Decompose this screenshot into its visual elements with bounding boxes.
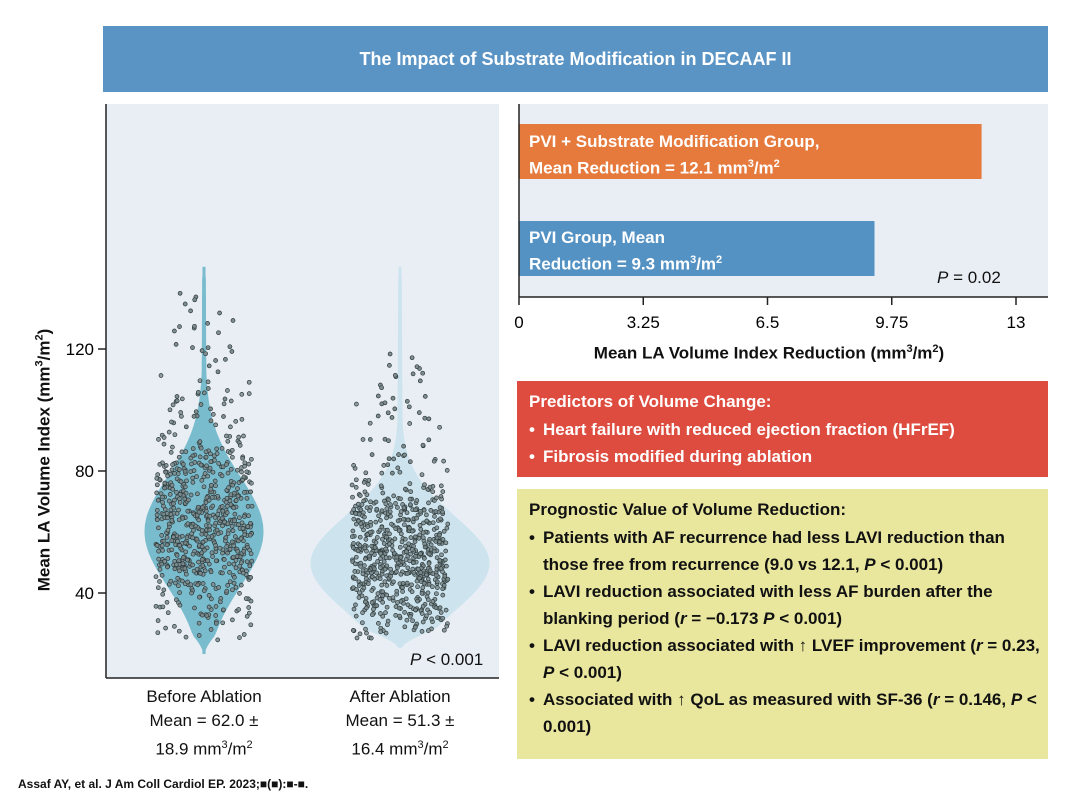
bar-label-substrate: PVI + Substrate Modification Group, Mean…: [529, 132, 820, 178]
bar-pvalue: P = 0.02: [937, 268, 1001, 287]
bar-x-tick-label: 3.25: [627, 313, 660, 332]
violin-plot-panel: [106, 104, 499, 678]
violin-pvalue: P < 0.001: [410, 650, 484, 669]
violin-y-tick-label: 80: [75, 462, 94, 481]
prognostic-item: LAVI reduction associated with ↑ LVEF im…: [529, 632, 1040, 686]
violin-y-tick-label: 40: [75, 584, 94, 603]
bar-x-tick-label: 13: [1007, 313, 1026, 332]
prognostic-title: Prognostic Value of Volume Reduction:: [529, 500, 847, 519]
bar-x-axis-label: Mean LA Volume Index Reduction (mm3/m2): [593, 343, 945, 363]
figure-title: The Impact of Substrate Modification in …: [359, 48, 792, 69]
figure-title-banner: The Impact of Substrate Modification in …: [103, 26, 1048, 92]
prognostic-item: LAVI reduction associated with less AF b…: [529, 578, 1040, 632]
bar-label-pvi: PVI Group, Mean Reduction = 9.3 mm3/m2: [529, 228, 723, 274]
before-ablation-label: Before Ablation Mean = 62.0 ± 18.9 mm3/m…: [146, 687, 262, 759]
bar-x-tick-label: 0: [514, 313, 523, 332]
bar-x-tick-label: 6.5: [756, 313, 780, 332]
after-ablation-label: After Ablation Mean = 51.3 ± 16.4 mm3/m2: [345, 687, 455, 759]
prognostic-item: Associated with ↑ QoL as measured with S…: [529, 686, 1040, 740]
predictor-item: Heart failure with reduced ejection frac…: [529, 416, 1040, 443]
prognostic-item: Patients with AF recurrence had less LAV…: [529, 524, 1040, 578]
violin-y-tick-label: 120: [66, 340, 94, 359]
prognostic-box: Prognostic Value of Volume Reduction: Pa…: [517, 489, 1048, 759]
predictor-item: Fibrosis modified during ablation: [529, 443, 1040, 470]
citation-footer: Assaf AY, et al. J Am Coll Cardiol EP. 2…: [18, 777, 309, 791]
predictors-title: Predictors of Volume Change:: [529, 392, 772, 411]
bar-x-tick-label: 9.75: [875, 313, 908, 332]
predictors-box: Predictors of Volume Change: Heart failu…: [517, 381, 1048, 477]
